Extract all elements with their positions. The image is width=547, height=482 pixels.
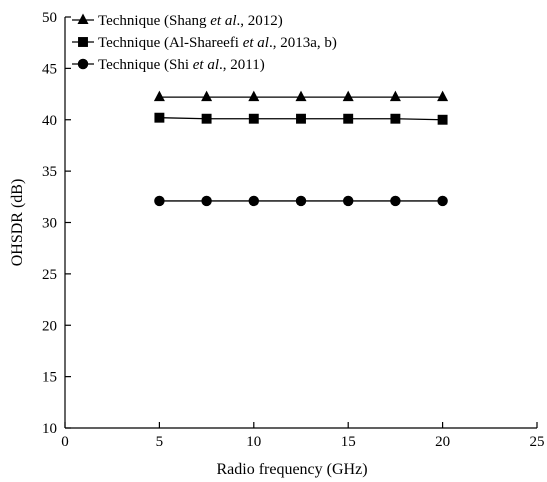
x-tick-label: 15	[341, 434, 356, 450]
legend-item-3: Technique (Shi et al., 2011)	[72, 57, 265, 73]
data-point-square	[201, 113, 212, 124]
data-point-circle	[437, 195, 448, 207]
y-tick-label: 25	[42, 267, 57, 283]
x-tick-label: 25	[530, 434, 545, 450]
legend-item-2: Technique (Al-Shareefi et al., 2013a, b)	[72, 35, 337, 51]
y-tick-label: 30	[42, 216, 57, 232]
data-point-square	[154, 112, 165, 123]
data-point-circle	[295, 195, 307, 207]
y-tick-label: 35	[42, 164, 57, 180]
data-point-triangle	[342, 90, 354, 102]
y-tick-label: 15	[42, 370, 57, 386]
data-point-triangle	[201, 90, 213, 102]
data-point-square	[437, 114, 448, 125]
x-tick-label: 5	[156, 434, 164, 450]
y-axis-title: OHSDR (dB)	[9, 179, 26, 267]
data-point-square	[390, 113, 401, 124]
y-tick-label: 10	[42, 421, 57, 437]
series-1	[153, 90, 449, 102]
data-point-triangle	[248, 90, 260, 102]
data-point-triangle	[437, 90, 449, 102]
legend-marker-triangle	[77, 13, 89, 24]
y-tick-label: 20	[42, 318, 57, 334]
x-tick-label: 20	[435, 434, 450, 450]
x-tick-label: 0	[61, 434, 69, 450]
legend-label: Technique (Shang et al., 2012)	[98, 13, 283, 29]
data-point-circle	[201, 195, 212, 207]
y-tick-label: 45	[42, 61, 57, 77]
data-point-square	[296, 113, 306, 124]
data-point-triangle	[389, 90, 401, 102]
data-point-square	[248, 113, 259, 124]
data-point-circle	[342, 195, 354, 207]
legend-marker-square	[78, 37, 88, 47]
y-tick-label: 40	[42, 113, 57, 129]
series-3	[154, 195, 448, 207]
data-point-square	[343, 113, 354, 124]
y-tick-label: 50	[42, 10, 57, 26]
legend-label: Technique (Al-Shareefi et al., 2013a, b)	[98, 35, 337, 51]
legend: Technique (Shang et al., 2012) Technique …	[72, 13, 337, 73]
series-2	[154, 112, 448, 125]
data-point-circle	[154, 195, 165, 207]
axes: 10 15 20 25 30 35 40 45 50 0 5 10 15 20 25	[42, 10, 545, 450]
plot-area	[153, 90, 449, 207]
data-point-circle	[248, 195, 260, 207]
data-point-circle	[390, 195, 401, 207]
x-axis-title: Radio frequency (GHz)	[216, 461, 367, 478]
data-point-triangle	[153, 90, 165, 102]
legend-label: Technique (Shi et al., 2011)	[98, 57, 265, 73]
legend-item-1: Technique (Shang et al., 2012)	[72, 13, 283, 29]
data-point-triangle	[295, 90, 307, 102]
x-tick-label: 10	[246, 434, 261, 450]
legend-marker-circle	[77, 58, 89, 70]
